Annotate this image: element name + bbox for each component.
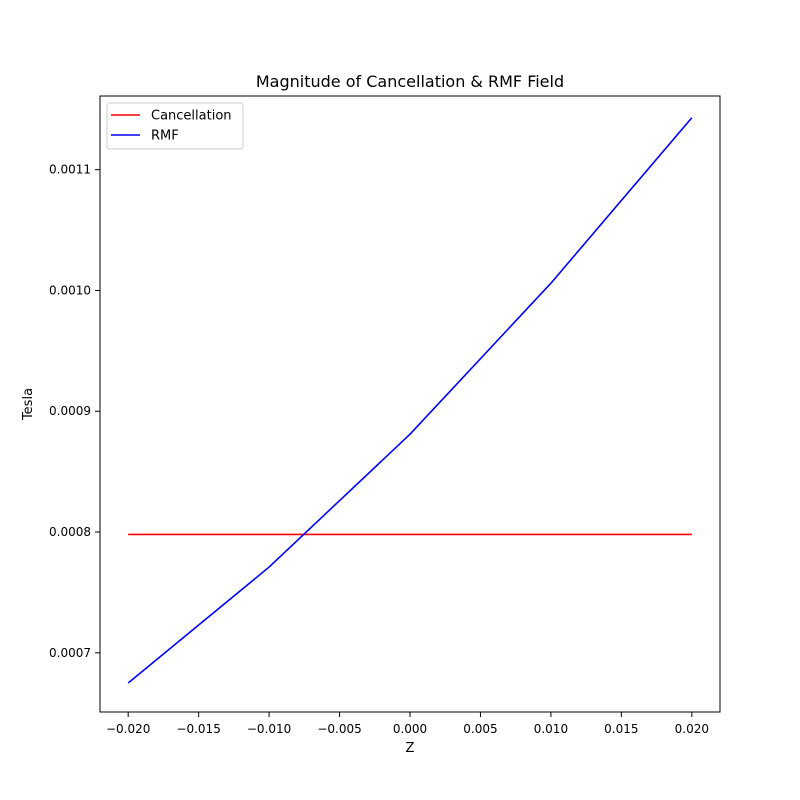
y-tick-label: 0.0009 [49, 404, 91, 418]
y-tick-label: 0.0008 [49, 525, 91, 539]
x-tick-label: 0.020 [675, 722, 709, 736]
x-tick-label: 0.010 [534, 722, 568, 736]
axes-frame [99, 95, 721, 713]
series-line-rmf [127, 117, 693, 684]
x-tick-label: −0.020 [106, 722, 150, 736]
x-axis-label: Z [406, 741, 415, 756]
x-tick-label: 0.015 [604, 722, 638, 736]
chart-title: Magnitude of Cancellation & RMF Field [256, 72, 564, 91]
y-tick-label: 0.0011 [49, 163, 91, 177]
y-tick-label: 0.0007 [49, 646, 91, 660]
x-tick-label: −0.005 [317, 722, 361, 736]
axis-ticks: −0.020 −0.015 −0.010 −0.005 0.000 0.005 0.010 0… [49, 163, 709, 736]
x-tick-label: −0.010 [247, 722, 291, 736]
x-tick-label: 0.005 [463, 722, 497, 736]
legend-label: Cancellation [151, 109, 232, 124]
legend: Cancellation RMF [106, 102, 244, 150]
x-tick-label: 0.000 [393, 722, 427, 736]
y-tick-label: 0.0010 [49, 283, 91, 297]
legend-label: RMF [151, 129, 179, 144]
legend-box [106, 102, 244, 150]
plot-lines [127, 117, 693, 684]
x-tick-label: −0.015 [176, 722, 220, 736]
y-axis-label: Tesla [21, 388, 36, 421]
